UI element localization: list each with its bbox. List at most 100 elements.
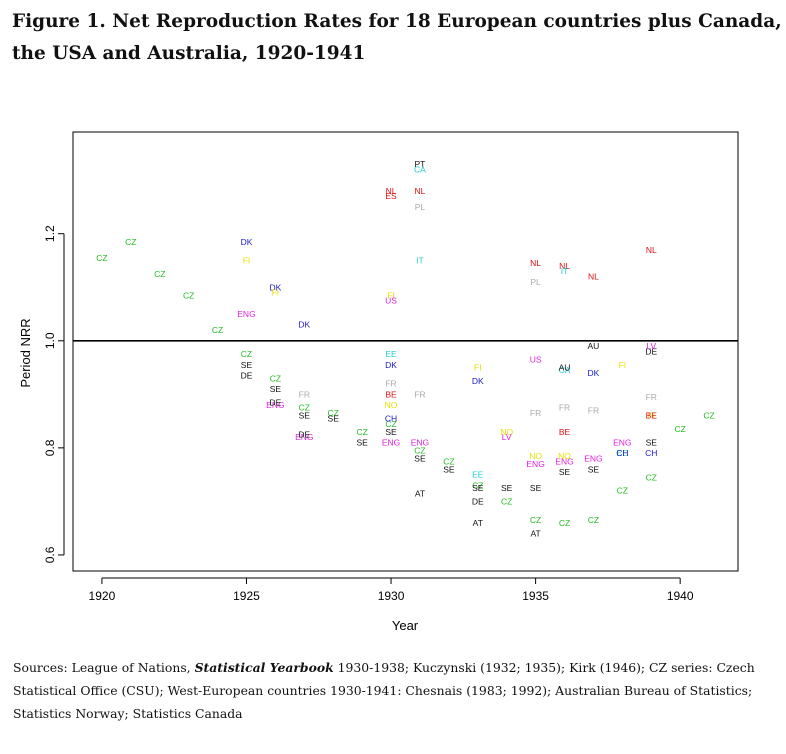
data-point-eng: ENG [555,456,573,466]
data-point-cz: CZ [328,408,339,418]
data-point-cz: CZ [183,290,194,300]
data-point-cz: CZ [414,446,425,456]
data-point-cz: CZ [154,269,165,279]
data-point-it: IT [561,266,569,276]
data-point-fr: FR [530,408,541,418]
x-axis-label: Year [392,618,419,633]
data-point-fr: FR [414,389,425,399]
data-point-lv: LV [646,341,656,351]
data-point-cz: CZ [530,515,541,525]
data-point-dk: DK [298,320,310,330]
data-point-fi: FI [619,360,627,370]
data-point-cz: CZ [96,253,107,263]
data-point-cz: CZ [270,373,281,383]
data-point-be: BE [385,389,397,399]
data-point-nl: NL [530,258,541,268]
data-point-nl: NL [386,186,397,196]
data-point-cz: CZ [675,424,686,434]
plot-area: 1920 1925 1930 1935 1940 0.6 0.8 1.0 1.2 CZ CZ CZ CZ… [43,131,739,603]
data-point-eng: ENG [266,400,284,410]
x-tick-label: 1920 [89,589,116,603]
data-point-se: SE [356,438,368,448]
data-point-pl: PL [530,277,541,287]
data-point-cz: CZ [703,411,714,421]
data-point-ca: CA [414,164,426,174]
data-point-cz: CZ [356,427,367,437]
data-point-de: DE [472,496,484,506]
data-point-eng: ENG [613,438,631,448]
data-point-se: SE [501,483,513,493]
data-point-ch: CH [616,448,628,458]
x-tick-label: 1940 [667,589,694,603]
data-point-fr: FR [559,403,570,413]
data-point-fr: FR [588,405,599,415]
data-point-at: AT [530,529,540,539]
data-point-cz: CZ [125,237,136,247]
data-point-it: IT [416,255,424,265]
data-point-ch: CH [645,448,657,458]
data-point-us: US [385,296,397,306]
data-point-cz: CZ [241,349,252,359]
data-point-se: SE [241,360,253,370]
data-point-eng: ENG [295,432,313,442]
data-point-fr: FR [299,389,310,399]
data-point-fi: FI [243,255,251,265]
data-point-ch: CH [385,413,397,423]
y-tick-label: 1.0 [43,332,57,349]
data-point-au: AU [588,341,600,351]
data-point-se: SE [299,411,311,421]
data-point-no: NO [385,400,398,410]
data-point-ee: EE [385,349,397,359]
data-point-no: NO [529,451,542,461]
plot-frame [72,131,739,572]
x-tick-label: 1925 [233,589,260,603]
data-point-de: DE [645,347,657,357]
data-point-be: BE [646,411,658,421]
data-point-dk: DK [241,237,253,247]
data-point-cz: CZ [212,325,223,335]
data-point-fi: FI [387,290,395,300]
y-tick-label: 0.8 [43,439,57,456]
data-point-se: SE [328,413,340,423]
y-tick-label: 0.6 [43,546,57,563]
data-point-au: AU [559,363,571,373]
sources-suffix: 1930-1938; Kuczynski (1932; 1935); Kirk … [13,660,755,721]
data-point-at: AT [473,518,483,528]
data-point-se: SE [385,427,397,437]
data-point-es: ES [385,191,397,201]
data-point-no: NO [500,427,513,437]
data-point-cz: CZ [443,456,454,466]
data-point-fr: FR [385,379,396,389]
data-point-nl: NL [588,272,599,282]
data-point-at: AT [415,488,425,498]
data-point-pt: PT [415,159,426,169]
sources-prefix: Sources: League of Nations, [13,660,195,675]
data-point-dk: DK [472,376,484,386]
data-point-fi: FI [647,411,655,421]
data-point-cz: CZ [646,472,657,482]
data-point-ee: EE [472,470,484,480]
data-point-eng: ENG [411,438,429,448]
x-tick-label: 1930 [378,589,405,603]
data-point-se: SE [270,384,282,394]
data-point-ca: CA [559,365,571,375]
data-point-no: NO [558,451,571,461]
data-point-dk: DK [269,282,281,292]
data-point-se: SE [530,483,542,493]
data-point-nl: NL [559,261,570,271]
data-point-se: SE [414,454,426,464]
x-tick-label: 1935 [522,589,549,603]
data-point-cz: CZ [559,518,570,528]
sources-note: Sources: League of Nations, Statistical … [13,656,781,725]
data-point-cz: CZ [472,480,483,490]
scatter-chart: 1920 1925 1930 1935 1940 0.6 0.8 1.0 1.2 CZ CZ CZ CZ… [18,131,739,633]
data-point-fi: FI [272,288,280,298]
data-point-fr: FR [646,392,657,402]
data-point-se: SE [472,483,484,493]
data-point-eng: ENG [526,459,544,469]
data-point-us: US [530,355,542,365]
data-point-fi: FI [474,363,482,373]
data-point-cz: CZ [617,486,628,496]
data-point-cz: CZ [588,515,599,525]
data-point-se: SE [559,467,571,477]
